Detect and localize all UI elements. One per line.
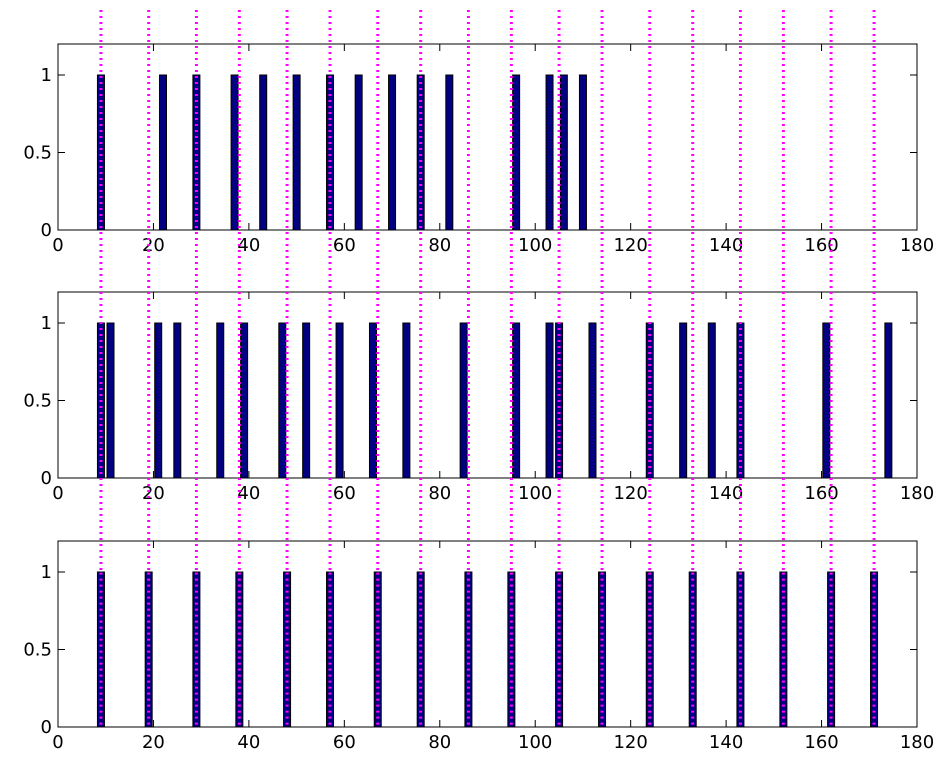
bar	[154, 322, 163, 479]
bar	[402, 322, 411, 479]
y-tick-label: 1	[41, 313, 52, 334]
x-tick-label: 0	[52, 483, 63, 504]
axes-box	[57, 540, 918, 728]
bar	[192, 571, 201, 728]
y-tick-label: 0	[41, 717, 52, 738]
y-tick-label: 1	[41, 562, 52, 583]
bar	[512, 74, 521, 231]
bar	[230, 74, 239, 231]
bar	[464, 571, 473, 728]
bar	[259, 74, 268, 231]
subplot-3: 0 20 40 60 80 100 120 140 160 180 0 0.5 1	[23, 540, 934, 753]
x-tick-label: 120	[613, 235, 647, 256]
bar	[870, 571, 879, 728]
x-tick-label: 20	[142, 235, 165, 256]
x-tick-label: 180	[900, 235, 934, 256]
bar	[736, 571, 745, 728]
y-tick-label: 0	[41, 468, 52, 489]
x-tick-label: 20	[142, 732, 165, 753]
bar	[512, 322, 521, 479]
bar	[645, 571, 654, 728]
bar	[158, 74, 167, 231]
bar	[559, 74, 568, 231]
bar	[822, 322, 831, 479]
x-tick-label: 80	[428, 235, 451, 256]
x-tick-label: 160	[804, 235, 838, 256]
bar	[688, 571, 697, 728]
bar	[192, 74, 201, 231]
y-tick-label: 1	[41, 65, 52, 86]
x-tick-label: 100	[518, 235, 552, 256]
bar	[416, 571, 425, 728]
bar	[235, 571, 244, 728]
x-tick-label: 140	[709, 483, 743, 504]
x-tick-label: 0	[52, 732, 63, 753]
x-tick-label: 120	[613, 732, 647, 753]
bar	[679, 322, 688, 479]
x-tick-label: 60	[333, 483, 356, 504]
x-tick-label: 40	[237, 483, 260, 504]
x-tick-label: 180	[900, 732, 934, 753]
subplot-1: 0 20 40 60 80 100 120 140 160 180 0 0.5 1	[23, 43, 934, 256]
bar	[373, 571, 382, 728]
x-tick-label: 180	[900, 483, 934, 504]
bar	[779, 571, 788, 728]
bar	[144, 571, 153, 728]
x-tick-label: 100	[518, 483, 552, 504]
bar	[326, 74, 335, 231]
y-tick-label: 0.5	[23, 640, 52, 661]
x-tick-label: 160	[804, 732, 838, 753]
x-tick-label: 80	[428, 483, 451, 504]
bar	[884, 322, 893, 479]
x-tick-label: 160	[804, 483, 838, 504]
bar	[240, 322, 249, 479]
bar	[545, 322, 554, 479]
y-tick-label: 0	[41, 220, 52, 241]
bar	[292, 74, 301, 231]
bar	[96, 74, 105, 231]
x-tick-label: 60	[333, 732, 356, 753]
axes-box	[57, 291, 918, 479]
bar	[578, 74, 587, 231]
x-tick-label: 100	[518, 732, 552, 753]
x-tick-label: 40	[237, 235, 260, 256]
x-tick-label: 140	[709, 732, 743, 753]
bar	[707, 322, 716, 479]
bar	[173, 322, 182, 479]
bar	[335, 322, 344, 479]
bar	[507, 571, 516, 728]
bar	[827, 571, 836, 728]
bar	[368, 322, 377, 479]
x-tick-label: 60	[333, 235, 356, 256]
bar	[459, 322, 468, 479]
bar	[302, 322, 311, 479]
bar	[278, 322, 287, 479]
x-tick-label: 140	[709, 235, 743, 256]
subplot-2: 0 20 40 60 80 100 120 140 160 180 0 0.5 1	[23, 291, 934, 504]
bar	[598, 571, 607, 728]
bar	[545, 74, 554, 231]
x-tick-label: 40	[237, 732, 260, 753]
x-tick-label: 120	[613, 483, 647, 504]
x-tick-label: 20	[142, 483, 165, 504]
bar	[588, 322, 597, 479]
y-tick-label: 0.5	[23, 391, 52, 412]
x-tick-label: 80	[428, 732, 451, 753]
bar	[445, 74, 454, 231]
bar	[388, 74, 397, 231]
bar	[416, 74, 425, 231]
bar	[326, 571, 335, 728]
axes-box	[57, 43, 918, 231]
reference-lines-overlay	[99, 10, 876, 727]
y-tick-label: 0.5	[23, 143, 52, 164]
bar	[283, 571, 292, 728]
bar	[96, 571, 105, 728]
bar	[555, 571, 564, 728]
bar	[216, 322, 225, 479]
x-tick-label: 0	[52, 235, 63, 256]
bar	[106, 322, 115, 479]
bar	[354, 74, 363, 231]
